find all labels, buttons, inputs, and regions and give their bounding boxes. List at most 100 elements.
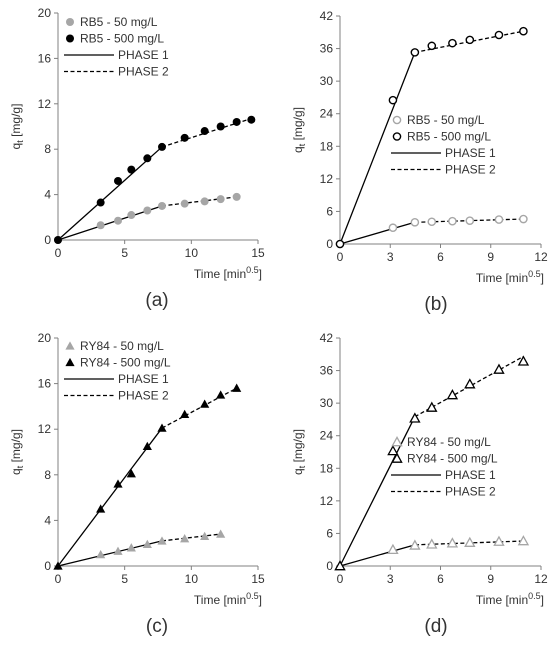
- y-tick-label: 6: [326, 204, 333, 218]
- legend-label: RY84 - 500 mg/L: [80, 356, 171, 370]
- data-point: [114, 216, 122, 225]
- x-tick-label: 15: [251, 572, 265, 586]
- data-point: [517, 535, 530, 546]
- y-axis-title: qt [mg/g]: [291, 107, 307, 153]
- data-point: [335, 239, 345, 249]
- data-point: [126, 469, 136, 478]
- data-point: [446, 537, 459, 548]
- x-axis-title-sup: 0.5: [528, 269, 541, 279]
- data-point: [180, 199, 189, 208]
- legend-label: RY84 - 50 mg/L: [80, 339, 164, 353]
- chart-panel-c: 0 4 8 12 16 20 0 5 10 15 Time [min0.5] qt [mg/g] RY8…: [9, 331, 265, 637]
- y-tick-label: 8: [44, 142, 51, 156]
- x-axis-title: Time [min0.5]: [476, 591, 544, 607]
- legend-marker: [66, 18, 74, 26]
- phase-1-line: [339, 544, 416, 567]
- data-point: [157, 536, 167, 545]
- data-point: [180, 133, 189, 142]
- panel-label: (a): [145, 290, 168, 311]
- data-point: [464, 536, 476, 547]
- y-tick-label: 16: [38, 51, 52, 65]
- data-point: [388, 95, 398, 105]
- legend-label: RB5 - 50 mg/L: [80, 15, 158, 29]
- legend-label: PHASE 2: [445, 163, 496, 177]
- x-tick-label: 3: [387, 572, 394, 586]
- x-axis-title: Time [min0.5]: [194, 265, 262, 281]
- legend-marker: [392, 115, 402, 125]
- y-axis-title-sub: t: [297, 143, 307, 146]
- x-axis-title-end: ]: [259, 267, 262, 281]
- x-tick-label: 5: [121, 246, 128, 260]
- y-tick-label: 12: [38, 422, 52, 436]
- y-tick-label: 42: [320, 9, 334, 23]
- y-axis-title-end: [mg/g]: [291, 107, 305, 144]
- y-tick-label: 24: [320, 107, 334, 121]
- y-tick-label: 24: [320, 429, 334, 443]
- x-tick-label: 0: [337, 572, 344, 586]
- phase-2-line: [161, 533, 221, 542]
- data-point: [464, 378, 476, 389]
- legend-label: RY84 - 50 mg/L: [407, 435, 491, 449]
- data-point: [232, 383, 242, 392]
- y-tick-label: 12: [38, 97, 52, 111]
- legend-label: PHASE 1: [445, 146, 496, 160]
- x-tick-label: 9: [487, 572, 494, 586]
- data-point: [232, 117, 241, 126]
- data-point: [388, 223, 398, 233]
- y-tick-label: 12: [320, 172, 334, 186]
- x-axis-title: Time [min0.5]: [476, 269, 544, 285]
- phase-1-line: [339, 221, 416, 245]
- data-point: [200, 127, 209, 136]
- data-point: [127, 165, 136, 174]
- y-tick-label: 4: [44, 513, 51, 527]
- legend-marker: [65, 341, 75, 350]
- y-tick-label: 18: [320, 461, 334, 475]
- data-point: [387, 543, 399, 555]
- data-point: [426, 401, 438, 412]
- data-point: [54, 236, 62, 244]
- data-point: [494, 30, 504, 40]
- data-point: [216, 390, 226, 399]
- chart-legend: RY84 - 50 mg/L RY84 - 500 mg/L PHASE 1 PHAS…: [391, 435, 498, 499]
- x-axis-title-end: ]: [541, 271, 544, 285]
- y-axis-title-sub: t: [297, 465, 307, 468]
- y-axis-title-end: [mg/g]: [9, 104, 23, 141]
- y-axis-title: qt [mg/g]: [9, 104, 25, 150]
- legend-marker: [65, 357, 75, 367]
- x-tick-label: 0: [337, 250, 344, 264]
- phase-1-line: [57, 146, 163, 241]
- phase-2-line: [161, 387, 237, 429]
- data-point: [410, 217, 420, 227]
- y-tick-label: 30: [320, 74, 334, 88]
- y-axis-title: qt [mg/g]: [9, 429, 25, 475]
- x-tick-label: 10: [185, 572, 199, 586]
- panel-label: (b): [424, 294, 447, 315]
- x-tick-label: 6: [437, 250, 444, 264]
- data-point: [142, 539, 152, 549]
- data-point: [143, 206, 152, 215]
- data-point: [158, 142, 166, 151]
- data-point: [427, 41, 437, 51]
- y-tick-label: 0: [326, 237, 333, 251]
- data-point: [517, 355, 530, 366]
- y-tick-label: 0: [326, 559, 333, 573]
- y-tick-label: 4: [44, 188, 51, 202]
- data-point: [180, 409, 190, 419]
- chart-legend: RB5 - 50 mg/L RB5 - 500 mg/L PHASE 1 PHASE …: [64, 15, 169, 79]
- data-point: [157, 423, 167, 432]
- legend-marker: [391, 436, 403, 447]
- data-point: [96, 550, 106, 559]
- x-tick-label: 10: [185, 246, 199, 260]
- data-point: [158, 201, 166, 210]
- data-point: [387, 444, 399, 456]
- y-axis-title-end: [mg/g]: [9, 429, 23, 466]
- legend-label: RY84 - 500 mg/L: [407, 452, 498, 466]
- y-tick-label: 20: [38, 331, 52, 345]
- legend-label: PHASE 1: [118, 48, 169, 62]
- x-axis-title-main: Time [min: [194, 593, 246, 607]
- chart-legend: RY84 - 50 mg/L RY84 - 500 mg/L PHASE 1 PHAS…: [64, 339, 171, 403]
- phase-2-line: [161, 196, 237, 207]
- panel-label: (d): [424, 616, 447, 637]
